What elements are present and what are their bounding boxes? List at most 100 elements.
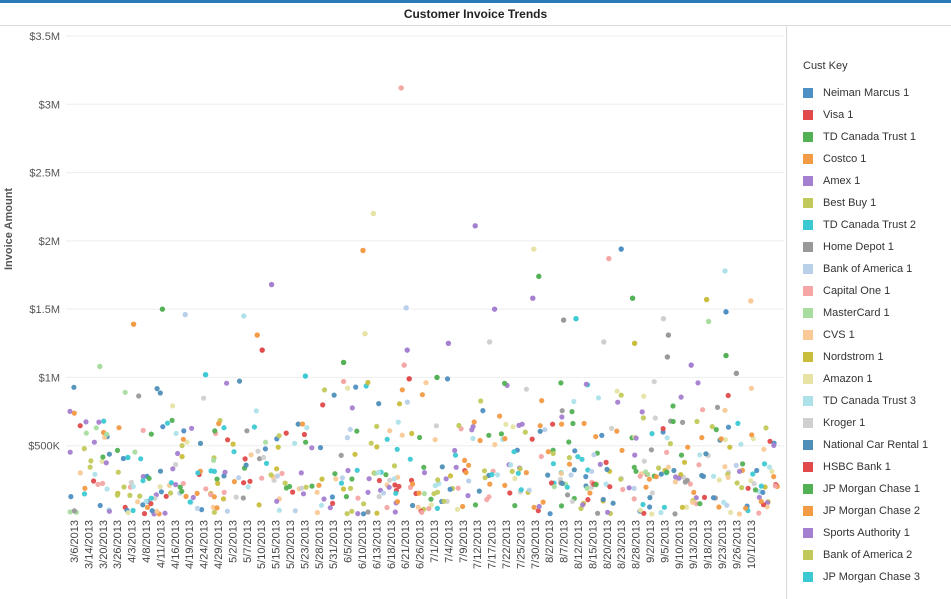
- data-point[interactable]: [396, 483, 402, 489]
- data-point[interactable]: [431, 491, 437, 497]
- data-point[interactable]: [148, 495, 154, 501]
- data-point[interactable]: [415, 504, 421, 510]
- data-point[interactable]: [766, 464, 773, 470]
- data-point[interactable]: [339, 475, 345, 481]
- data-point[interactable]: [637, 507, 644, 513]
- data-point[interactable]: [665, 332, 672, 338]
- data-point[interactable]: [374, 444, 380, 450]
- data-point[interactable]: [314, 510, 320, 516]
- data-point[interactable]: [423, 380, 429, 386]
- data-point[interactable]: [580, 502, 586, 508]
- data-point[interactable]: [88, 458, 94, 464]
- data-point[interactable]: [614, 428, 620, 434]
- data-point[interactable]: [370, 210, 377, 217]
- data-point[interactable]: [332, 471, 338, 477]
- data-point[interactable]: [253, 408, 259, 414]
- data-point[interactable]: [703, 296, 710, 303]
- data-point[interactable]: [487, 481, 493, 487]
- data-point[interactable]: [672, 511, 678, 517]
- data-point[interactable]: [703, 451, 709, 457]
- data-point[interactable]: [709, 424, 715, 430]
- data-point[interactable]: [256, 502, 262, 508]
- data-point[interactable]: [255, 448, 261, 454]
- data-point[interactable]: [599, 432, 605, 438]
- data-point[interactable]: [507, 490, 513, 496]
- data-point[interactable]: [754, 467, 760, 474]
- legend-item[interactable]: Costco 1: [803, 148, 928, 170]
- data-point[interactable]: [180, 436, 186, 442]
- data-point[interactable]: [276, 433, 282, 439]
- data-point[interactable]: [559, 408, 565, 414]
- data-point[interactable]: [631, 485, 637, 491]
- data-point[interactable]: [268, 472, 274, 478]
- data-point[interactable]: [148, 431, 154, 437]
- data-point[interactable]: [661, 504, 668, 510]
- data-point[interactable]: [614, 388, 620, 394]
- data-point[interactable]: [722, 407, 728, 413]
- data-point[interactable]: [143, 498, 149, 504]
- data-point[interactable]: [406, 376, 412, 382]
- data-point[interactable]: [529, 436, 535, 442]
- data-point[interactable]: [290, 489, 296, 495]
- data-point[interactable]: [443, 476, 449, 482]
- data-point[interactable]: [714, 404, 721, 410]
- data-point[interactable]: [177, 484, 183, 490]
- data-point[interactable]: [340, 378, 347, 385]
- data-point[interactable]: [723, 352, 729, 359]
- data-point[interactable]: [648, 447, 655, 453]
- data-point[interactable]: [517, 466, 523, 472]
- data-point[interactable]: [646, 476, 653, 482]
- data-point[interactable]: [259, 347, 265, 353]
- data-point[interactable]: [374, 510, 380, 516]
- data-point[interactable]: [329, 494, 335, 500]
- legend-item[interactable]: Kroger 1: [803, 412, 928, 434]
- data-point[interactable]: [211, 509, 217, 515]
- data-point[interactable]: [399, 387, 405, 393]
- data-point[interactable]: [240, 495, 246, 501]
- data-point[interactable]: [763, 425, 769, 431]
- data-point[interactable]: [595, 510, 601, 516]
- data-point[interactable]: [660, 316, 667, 322]
- data-point[interactable]: [682, 479, 688, 485]
- data-point[interactable]: [584, 485, 590, 491]
- data-point[interactable]: [127, 492, 133, 498]
- data-point[interactable]: [705, 318, 712, 325]
- data-point[interactable]: [386, 484, 392, 490]
- data-point[interactable]: [455, 485, 461, 491]
- data-point[interactable]: [301, 431, 307, 438]
- data-point[interactable]: [242, 456, 248, 462]
- data-point[interactable]: [649, 431, 655, 437]
- data-point[interactable]: [607, 484, 613, 490]
- legend-item[interactable]: Bank of America 1: [803, 258, 928, 280]
- data-point[interactable]: [201, 395, 207, 401]
- data-point[interactable]: [600, 496, 606, 503]
- data-point[interactable]: [248, 452, 254, 458]
- data-point[interactable]: [87, 464, 93, 470]
- data-point[interactable]: [130, 321, 137, 327]
- legend-item[interactable]: Nordstrom 1: [803, 346, 928, 368]
- data-point[interactable]: [432, 437, 438, 443]
- data-point[interactable]: [470, 435, 476, 442]
- data-point[interactable]: [665, 464, 672, 470]
- data-point[interactable]: [194, 505, 201, 511]
- legend-item[interactable]: JP Morgan Chase 3: [803, 566, 928, 588]
- data-point[interactable]: [169, 417, 175, 423]
- data-point[interactable]: [575, 454, 581, 460]
- data-point[interactable]: [140, 502, 146, 508]
- data-point[interactable]: [433, 423, 439, 429]
- data-point[interactable]: [550, 461, 557, 467]
- data-point[interactable]: [609, 425, 615, 431]
- data-point[interactable]: [537, 428, 543, 434]
- data-point[interactable]: [733, 462, 739, 468]
- data-point[interactable]: [618, 476, 624, 482]
- data-point[interactable]: [502, 482, 508, 488]
- data-point[interactable]: [391, 476, 397, 482]
- data-point[interactable]: [545, 449, 551, 455]
- data-point[interactable]: [321, 387, 328, 393]
- data-point[interactable]: [664, 354, 671, 360]
- data-point[interactable]: [573, 316, 579, 322]
- data-point[interactable]: [274, 466, 280, 472]
- data-point[interactable]: [547, 511, 553, 517]
- data-point[interactable]: [101, 418, 107, 424]
- data-point[interactable]: [606, 255, 612, 262]
